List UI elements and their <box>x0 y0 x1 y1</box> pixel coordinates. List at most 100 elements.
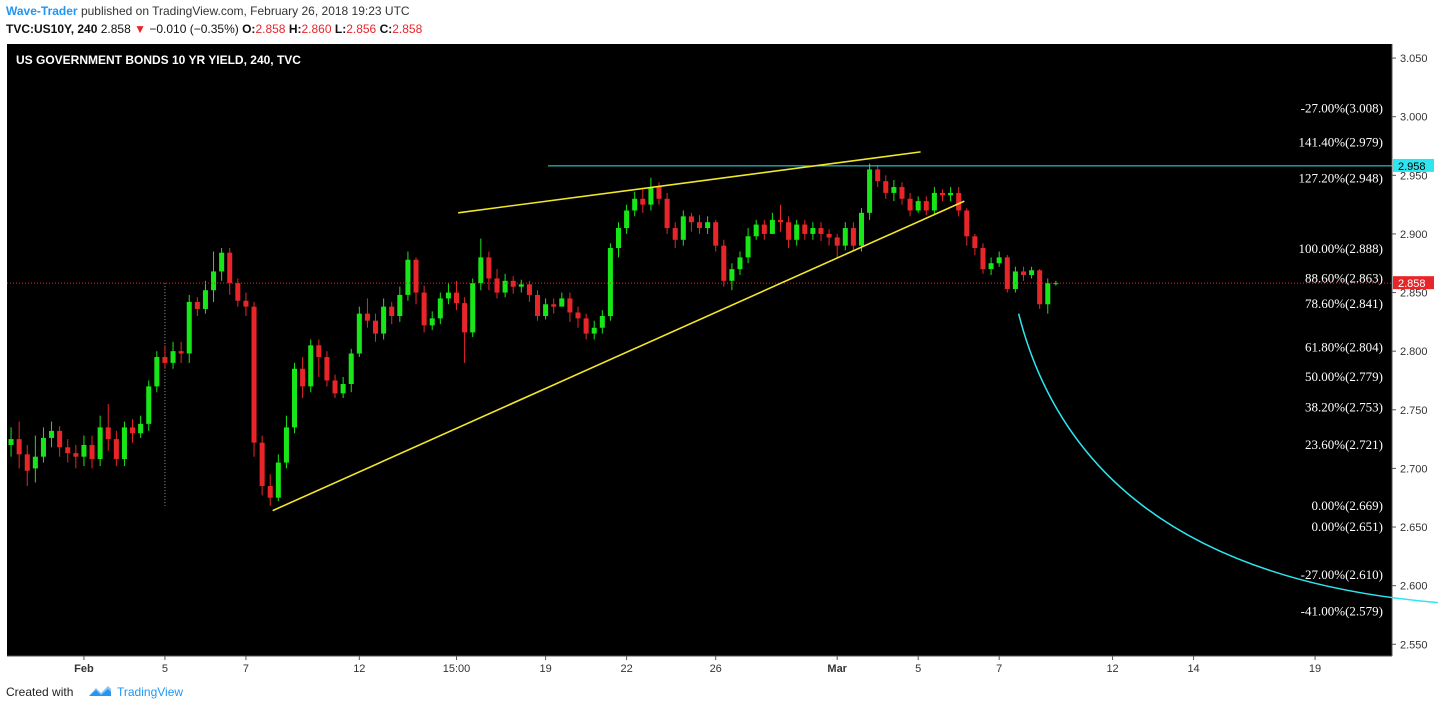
quote-line: TVC:US10Y, 240 2.858 ▼ −0.010 (−0.35%) O… <box>6 22 422 36</box>
publish-line: Wave-Trader published on TradingView.com… <box>6 4 410 18</box>
y-tick-label: 2.900 <box>1400 229 1428 241</box>
candle-up <box>40 437 46 457</box>
candle-down <box>462 303 468 333</box>
symbol-label[interactable]: TVC:US10Y, 240 <box>6 22 98 36</box>
x-tick-label: 26 <box>710 663 722 673</box>
y-tick-label: 2.750 <box>1400 405 1428 417</box>
candle-up <box>445 292 451 299</box>
candle-down <box>818 228 824 234</box>
candle-up <box>1045 283 1051 305</box>
candle-up <box>842 228 848 246</box>
y-tick-label: 2.700 <box>1400 463 1428 475</box>
candle-up <box>170 351 176 363</box>
chart-area[interactable]: US GOVERNMENT BONDS 10 YR YIELD, 240, TV… <box>7 44 1438 675</box>
price-tag-red <box>1393 276 1434 290</box>
candle-down <box>640 198 646 205</box>
candle-down <box>883 181 889 193</box>
tradingview-brand-link[interactable]: TradingView <box>117 685 184 699</box>
x-tick-label: 22 <box>620 663 632 673</box>
footer: Created with TradingView <box>0 673 1438 710</box>
y-tick-label: 2.550 <box>1400 639 1428 651</box>
candle-up <box>648 187 654 205</box>
candle-down <box>899 187 905 199</box>
candle-down <box>65 447 71 454</box>
candle-up <box>348 353 354 384</box>
candle-down <box>227 252 233 284</box>
chart-background <box>7 44 1438 673</box>
candle-down <box>696 222 703 229</box>
candle-up <box>381 306 387 334</box>
candle-down <box>688 216 694 223</box>
candle-up <box>138 423 144 434</box>
fib-level-label: 50.00%(2.779) <box>1305 369 1383 384</box>
open-value: 2.858 <box>255 22 286 36</box>
x-tick-label: Feb <box>74 663 94 673</box>
candle-up <box>275 462 281 498</box>
fib-level-label: 141.40%(2.979) <box>1299 134 1384 149</box>
candle-up <box>502 280 508 293</box>
candle-up <box>624 210 630 229</box>
last-price: 2.858 <box>100 22 131 36</box>
candle-down <box>567 298 573 313</box>
author-link[interactable]: Wave-Trader <box>6 4 78 18</box>
candle-down <box>672 228 678 240</box>
published-text: published on TradingView.com, February 2… <box>80 4 410 18</box>
low-label: L: <box>334 22 347 36</box>
candle-down <box>923 201 929 211</box>
fib-level-label: 0.00%(2.651) <box>1312 519 1384 534</box>
x-tick-label: 7 <box>996 663 1002 673</box>
x-tick-label: Mar <box>827 663 847 673</box>
candle-up <box>397 294 403 316</box>
candle-up <box>810 228 816 234</box>
candle-up <box>470 283 476 333</box>
candle-down <box>939 192 945 196</box>
candle-down <box>786 222 792 240</box>
candle-down <box>964 210 970 237</box>
candle-up <box>81 444 87 457</box>
candle-down <box>575 312 581 319</box>
candle-down <box>907 198 913 211</box>
price-chart[interactable]: US GOVERNMENT BONDS 10 YR YIELD, 240, TV… <box>7 44 1438 675</box>
candle-up <box>97 427 103 460</box>
candle-up <box>591 327 597 334</box>
candle-down <box>251 306 257 443</box>
y-tick-label: 3.050 <box>1400 53 1428 65</box>
projection-curve <box>1017 313 1438 604</box>
candle-down <box>235 283 241 301</box>
candle-up <box>154 357 160 387</box>
fib-level-label: -41.00%(2.579) <box>1301 603 1383 618</box>
candle-up <box>308 345 314 387</box>
candle-down <box>300 368 306 387</box>
candle-up <box>607 248 613 316</box>
y-tick-label: 2.950 <box>1400 170 1428 182</box>
close-label: C: <box>379 22 393 36</box>
candle-up <box>988 263 994 270</box>
candle-up <box>186 301 192 354</box>
candle-down <box>24 454 30 471</box>
candle-up <box>429 318 435 326</box>
candle-down <box>364 313 370 321</box>
y-tick-label: 2.800 <box>1400 346 1428 358</box>
trendline <box>458 151 921 214</box>
down-arrow-icon: ▼ <box>134 22 146 36</box>
candle-down <box>826 233 832 238</box>
candle-up <box>1029 270 1035 275</box>
candle-down <box>454 292 460 304</box>
x-tick-label: 5 <box>915 663 921 673</box>
candle-down <box>777 219 784 223</box>
candle-up <box>8 439 14 445</box>
candle-down <box>486 257 492 279</box>
chart-header: Wave-Trader published on TradingView.com… <box>0 0 1438 44</box>
candle-down <box>656 187 662 199</box>
candle-down <box>389 306 395 316</box>
high-label: H: <box>288 22 302 36</box>
candle-down <box>834 237 840 246</box>
candle-down <box>664 198 670 229</box>
tradingview-logo-icon <box>89 686 111 696</box>
candle-up <box>202 290 208 309</box>
candle-down <box>956 192 962 211</box>
candle-down <box>243 300 249 307</box>
candle-up <box>283 427 289 463</box>
candle-up <box>858 212 864 246</box>
candle-up <box>1053 283 1059 285</box>
